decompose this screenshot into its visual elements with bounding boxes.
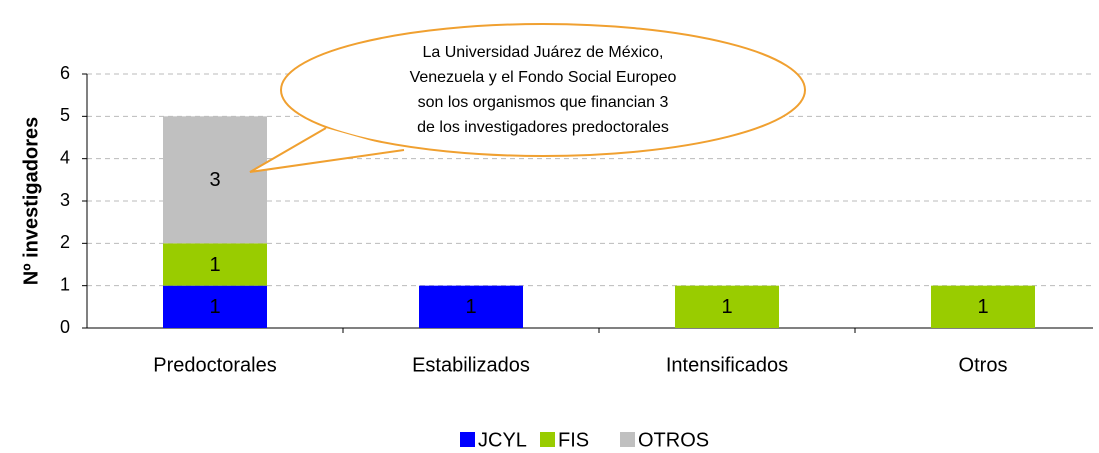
data-label: 1 xyxy=(977,296,988,318)
x-tick-label: Predoctorales xyxy=(153,354,276,376)
y-tick-label: 2 xyxy=(60,232,70,252)
x-tick-label: Estabilizados xyxy=(412,354,530,376)
annotation-line: Venezuela y el Fondo Social Europeo xyxy=(410,69,677,86)
data-label: 3 xyxy=(209,169,220,191)
y-tick-label: 3 xyxy=(60,190,70,210)
bar-segment xyxy=(675,285,779,328)
annotation-line: La Universidad Juárez de México, xyxy=(422,44,663,61)
callout-bubble xyxy=(280,23,806,157)
bar-segment xyxy=(931,285,1035,328)
x-tick-label: Intensificados xyxy=(666,354,788,376)
bar-segment xyxy=(163,285,267,328)
callout-tail xyxy=(249,127,405,173)
y-tick-label: 4 xyxy=(60,147,70,167)
x-tick-label: Otros xyxy=(959,354,1008,376)
y-tick-label: 5 xyxy=(60,105,70,125)
data-label: 1 xyxy=(721,296,732,318)
annotation-line: de los investigadores predoctorales xyxy=(417,119,669,136)
y-axis-label: Nº investigadores xyxy=(20,117,42,285)
data-label: 1 xyxy=(465,296,476,318)
bar-segment xyxy=(163,243,267,286)
y-tick-label: 6 xyxy=(60,63,70,83)
data-label: 1 xyxy=(209,296,220,318)
callout-tail-fill xyxy=(250,128,404,172)
annotation-line: son los organismos que financian 3 xyxy=(418,94,669,111)
legend-swatch xyxy=(620,432,635,447)
bar-segment xyxy=(419,285,523,328)
bar-segment xyxy=(163,116,267,244)
legend-label: FIS xyxy=(558,429,589,451)
data-label: 1 xyxy=(209,254,220,276)
legend-swatch xyxy=(460,432,475,447)
y-tick-label: 1 xyxy=(60,274,70,294)
y-tick-label: 0 xyxy=(60,317,70,337)
legend-label: OTROS xyxy=(638,429,709,451)
legend-label: JCYL xyxy=(478,429,527,451)
legend-swatch xyxy=(540,432,555,447)
